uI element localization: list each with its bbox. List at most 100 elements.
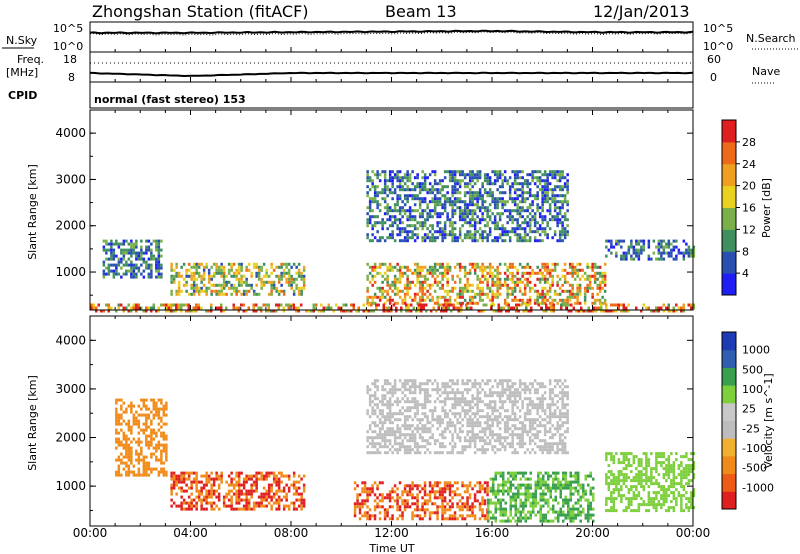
heatmap-cell bbox=[595, 309, 598, 313]
heatmap-cell bbox=[282, 271, 286, 275]
heatmap-cell bbox=[431, 295, 434, 299]
heatmap-cell bbox=[566, 179, 569, 183]
heatmap-cell bbox=[391, 445, 394, 449]
heatmap-cell bbox=[426, 421, 429, 425]
heatmap-cell bbox=[102, 269, 106, 273]
heatmap-cell bbox=[573, 277, 577, 281]
heatmap-cell bbox=[373, 430, 377, 434]
heatmap-cell bbox=[443, 382, 447, 386]
heatmap-cell bbox=[423, 490, 427, 494]
heatmap-cell bbox=[378, 262, 382, 266]
heatmap-cell bbox=[270, 292, 273, 296]
heatmap-cell bbox=[541, 277, 544, 281]
heatmap-cell bbox=[117, 458, 121, 462]
heatmap-cell bbox=[582, 495, 585, 499]
heatmap-cell bbox=[451, 227, 454, 231]
heatmap-cell bbox=[563, 185, 567, 189]
heatmap-cell bbox=[657, 306, 660, 310]
heatmap-cell bbox=[325, 306, 328, 310]
heatmap-cell bbox=[528, 221, 532, 225]
heatmap-cell bbox=[506, 289, 509, 293]
heatmap-cell bbox=[476, 239, 479, 243]
heatmap-cell bbox=[536, 203, 539, 207]
heatmap-cell bbox=[456, 292, 459, 296]
heatmap-cell bbox=[125, 263, 128, 267]
heatmap-cell bbox=[506, 179, 509, 183]
heatmap-cell bbox=[566, 301, 569, 305]
heatmap-cell bbox=[142, 473, 146, 477]
heatmap-cell bbox=[521, 194, 524, 198]
heatmap-cell bbox=[406, 499, 409, 503]
heatmap-cell bbox=[553, 262, 557, 266]
heatmap-cell bbox=[556, 206, 559, 210]
heatmap-cell bbox=[200, 486, 203, 490]
heatmap-cell bbox=[396, 436, 399, 440]
heatmap-cell bbox=[622, 257, 626, 261]
heatmap-cell bbox=[147, 461, 151, 465]
heatmap-cell bbox=[538, 215, 542, 219]
heatmap-cell bbox=[456, 418, 459, 422]
heatmap-cell bbox=[382, 309, 385, 313]
heatmap-cell bbox=[528, 206, 532, 210]
heatmap-cell bbox=[436, 427, 439, 431]
heatmap-cell bbox=[302, 489, 306, 493]
heatmap-cell bbox=[382, 306, 385, 310]
heatmap-cell bbox=[383, 439, 387, 443]
heatmap-cell bbox=[543, 295, 547, 299]
heatmap-cell bbox=[576, 301, 579, 305]
heatmap-cell bbox=[277, 471, 281, 475]
heatmap-cell bbox=[511, 274, 514, 278]
heatmap-cell bbox=[398, 209, 402, 213]
heatmap-cell bbox=[515, 306, 518, 310]
heatmap-cell bbox=[418, 221, 422, 225]
heatmap-cell bbox=[287, 262, 291, 266]
heatmap-cell bbox=[175, 477, 178, 481]
heatmap-cell bbox=[110, 257, 113, 261]
heatmap-cell bbox=[514, 507, 517, 511]
heatmap-cell bbox=[416, 173, 419, 177]
heatmap-cell bbox=[438, 227, 442, 231]
heatmap-cell bbox=[569, 474, 572, 478]
heatmap-cell bbox=[458, 280, 462, 284]
heatmap-cell bbox=[466, 388, 469, 392]
heatmap-cell bbox=[132, 473, 136, 477]
heatmap-cell bbox=[492, 477, 495, 481]
heatmap-cell bbox=[458, 421, 462, 425]
heatmap-cell bbox=[610, 251, 613, 255]
heatmap-cell bbox=[436, 301, 439, 305]
heatmap-cell bbox=[443, 397, 447, 401]
heatmap-cell bbox=[137, 269, 141, 273]
heatmap-cell bbox=[502, 471, 505, 475]
heatmap-cell bbox=[665, 306, 668, 310]
heatmap-cell bbox=[549, 519, 552, 523]
heatmap-cell bbox=[615, 303, 618, 307]
heatmap-cell bbox=[488, 265, 492, 269]
heatmap-cell bbox=[411, 418, 414, 422]
heatmap-cell bbox=[295, 507, 298, 511]
heatmap-cell bbox=[383, 403, 387, 407]
heatmap-cell bbox=[498, 233, 502, 237]
heatmap-cell bbox=[448, 221, 452, 225]
heatmap-cell bbox=[581, 274, 584, 278]
heatmap-cell bbox=[528, 295, 532, 299]
heatmap-cell bbox=[569, 516, 572, 520]
heatmap-cell bbox=[137, 455, 141, 459]
heatmap-cell bbox=[615, 309, 618, 313]
heatmap-cell bbox=[539, 519, 542, 523]
heatmap-cell bbox=[421, 221, 424, 225]
heatmap-cell bbox=[478, 517, 482, 521]
heatmap-cell bbox=[386, 415, 389, 419]
heatmap-cell bbox=[411, 433, 414, 437]
heatmap-cell bbox=[147, 413, 151, 417]
heatmap-cell bbox=[578, 289, 582, 293]
heatmap-cell bbox=[428, 400, 432, 404]
heatmap-cell bbox=[398, 433, 402, 437]
heatmap-cell bbox=[408, 268, 412, 272]
heatmap-cell bbox=[393, 442, 397, 446]
heatmap-cell bbox=[564, 477, 567, 481]
heatmap-cell bbox=[428, 451, 432, 455]
heatmap-cell bbox=[491, 191, 494, 195]
heatmap-cell bbox=[584, 492, 587, 496]
heatmap-cell bbox=[398, 409, 402, 413]
heatmap-cell bbox=[451, 170, 454, 174]
